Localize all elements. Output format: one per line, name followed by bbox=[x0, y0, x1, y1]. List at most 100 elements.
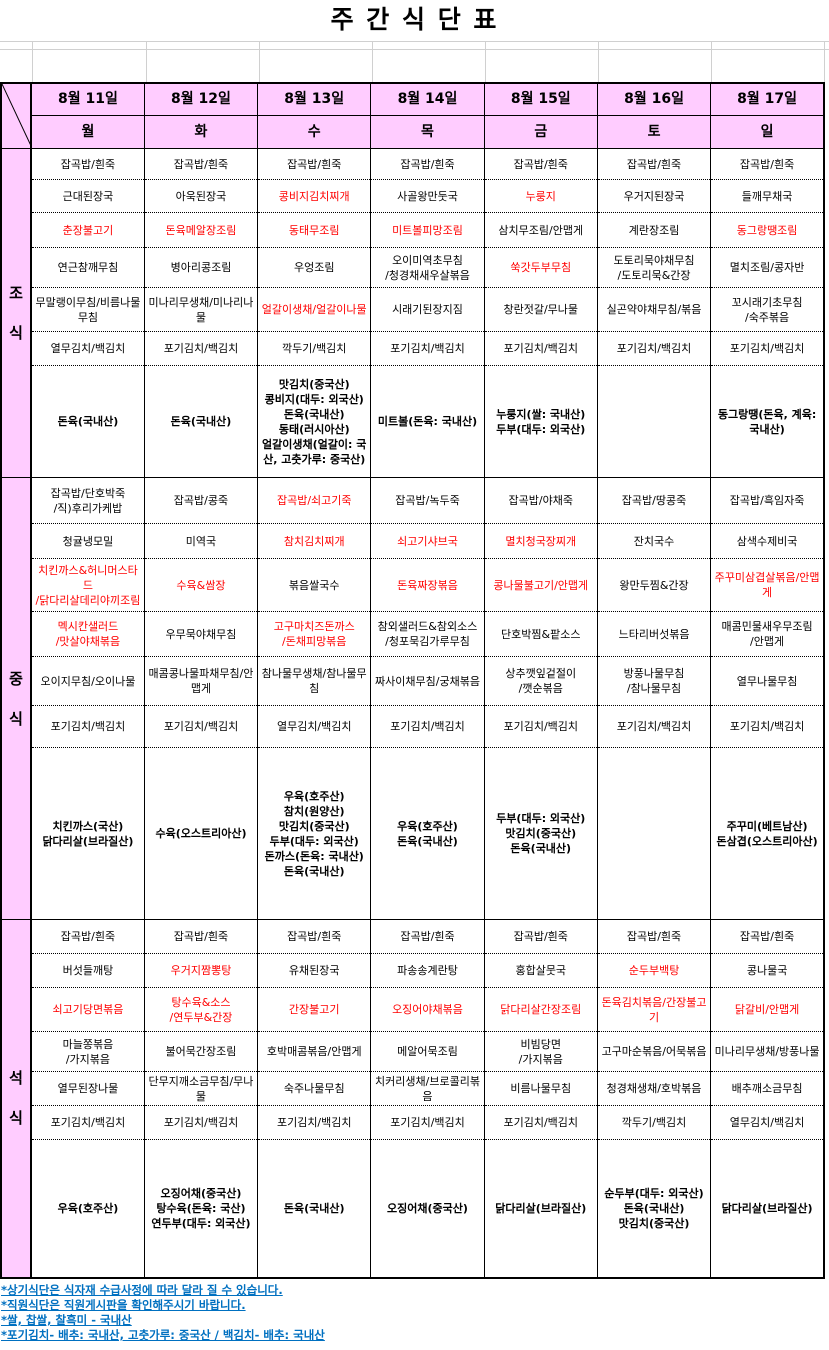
lunch-menu-item: 오이지무침/오이나물 bbox=[30, 656, 145, 706]
breakfast-menu-item: 사골왕만둣국 bbox=[370, 179, 485, 213]
lunch-menu-item: 잡곡밥/야채죽 bbox=[483, 477, 598, 524]
lunch-menu-item: 방풍나물무침 /참나물무침 bbox=[596, 656, 712, 706]
breakfast-menu-item: 멸치조림/콩자반 bbox=[710, 247, 825, 288]
weekday-header: 금 bbox=[483, 115, 598, 149]
dinner-menu-item: 유채된장국 bbox=[257, 953, 372, 988]
breakfast-menu-item: 창란젓갈/무나물 bbox=[483, 287, 598, 332]
dinner-menu-item: 닭다리살간장조림 bbox=[483, 987, 598, 1032]
dinner-menu-item: 잡곡밥/흰죽 bbox=[257, 919, 372, 954]
breakfast-menu-item: 도토리묵야채무침 /도토리묵&간장 bbox=[596, 247, 712, 288]
lunch-menu-item: 참치김치찌개 bbox=[257, 523, 372, 559]
breakfast-menu-item: 쑥갓두부무침 bbox=[483, 247, 598, 288]
lunch-menu-item: 매콤콩나물파채무침/안맵게 bbox=[143, 656, 259, 706]
breakfast-menu-item: 잡곡밥/흰죽 bbox=[143, 148, 259, 180]
lunch-menu-item: 포기김치/백김치 bbox=[710, 705, 825, 748]
dinner-menu-item: 호박매콤볶음/안맵게 bbox=[257, 1031, 372, 1072]
weekday-header: 목 bbox=[370, 115, 485, 149]
lunch-origin-info: 우육(호주산) 돈육(국내산) bbox=[370, 747, 485, 920]
breakfast-menu-item: 얼갈이생채/얼갈이나물 bbox=[257, 287, 372, 332]
breakfast-menu-item: 미나리무생채/미나리나물 bbox=[143, 287, 259, 332]
dinner-menu-item: 포기김치/백김치 bbox=[143, 1105, 259, 1140]
lunch-menu-item: 멕시칸샐러드 /맛살야채볶음 bbox=[30, 611, 145, 657]
breakfast-menu-item: 근대된장국 bbox=[30, 179, 145, 213]
breakfast-menu-item: 잡곡밥/흰죽 bbox=[596, 148, 712, 180]
breakfast-menu-item: 콩비지김치찌개 bbox=[257, 179, 372, 213]
lunch-menu-item: 고구마치즈돈까스 /돈채피망볶음 bbox=[257, 611, 372, 657]
lunch-origin-info bbox=[596, 747, 712, 920]
footnote-line: *포기김치- 배추: 국내산, 고춧가루: 중국산 / 백김치- 배추: 국내산 bbox=[1, 1328, 325, 1342]
weekday-header: 수 bbox=[257, 115, 372, 149]
date-header: 8월 14일 bbox=[370, 82, 485, 117]
dinner-origin-info: 닭다리살(브라질산) bbox=[483, 1139, 598, 1278]
lunch-menu-item: 참나물무생채/참나물무침 bbox=[257, 656, 372, 706]
breakfast-menu-item: 우엉조림 bbox=[257, 247, 372, 288]
lunch-menu-item: 매콤민물새우무조림 /안맵게 bbox=[710, 611, 825, 657]
dinner-origin-info: 닭다리살(브라질산) bbox=[710, 1139, 825, 1278]
lunch-menu-item: 쇠고기샤브국 bbox=[370, 523, 485, 559]
breakfast-menu-item: 깍두기/백김치 bbox=[257, 331, 372, 366]
dinner-menu-item: 포기김치/백김치 bbox=[483, 1105, 598, 1140]
dinner-menu-item: 숙주나물무침 bbox=[257, 1071, 372, 1106]
diagonal-line bbox=[2, 84, 30, 143]
breakfast-menu-item: 춘장불고기 bbox=[30, 212, 145, 248]
lunch-menu-item: 포기김치/백김치 bbox=[143, 705, 259, 748]
lunch-menu-item: 짜사이채무침/궁채볶음 bbox=[370, 656, 485, 706]
dinner-menu-item: 닭갈비/안맵게 bbox=[710, 987, 825, 1032]
footnote-line: *직원식단은 직원게시판을 확인해주시기 바랍니다. bbox=[1, 1298, 246, 1312]
breakfast-menu-item: 우거지된장국 bbox=[596, 179, 712, 213]
lunch-label: 중 식 bbox=[0, 477, 33, 920]
dinner-menu-item: 잡곡밥/흰죽 bbox=[596, 919, 712, 954]
dinner-menu-item: 오징어야채볶음 bbox=[370, 987, 485, 1032]
dinner-menu-item: 홍합살뭇국 bbox=[483, 953, 598, 988]
breakfast-origin-info: 돈육(국내산) bbox=[143, 365, 259, 478]
dinner-menu-item: 탕수육&소스 /연두부&간장 bbox=[143, 987, 259, 1032]
dinner-menu-item: 청경채생채/호박볶음 bbox=[596, 1071, 712, 1106]
weekly-menu-table: 8월 11일 8월 12일 8월 13일 8월 14일 8월 15일 8월 16일 8월 1… bbox=[0, 82, 825, 1279]
dinner-menu-item: 파송송계란탕 bbox=[370, 953, 485, 988]
breakfast-origin-info: 맛김치(중국산) 콩비지(대두: 외국산) 돈육(국내산) 동태(러시아산) 얼… bbox=[257, 365, 372, 478]
dinner-menu-item: 버섯들깨탕 bbox=[30, 953, 145, 988]
corner-diagonal-cell bbox=[0, 82, 33, 149]
lunch-menu-item: 단호박찜&팥소스 bbox=[483, 611, 598, 657]
dinner-menu-item: 잡곡밥/흰죽 bbox=[710, 919, 825, 954]
breakfast-menu-item: 계란장조림 bbox=[596, 212, 712, 248]
lunch-menu-item: 왕만두찜&간장 bbox=[596, 558, 712, 612]
date-header: 8월 11일 bbox=[30, 82, 145, 117]
dinner-origin-info: 오징어채(중국산) 탕수육(돈육: 국산) 연두부(대두: 외국산) bbox=[143, 1139, 259, 1278]
breakfast-menu-item: 오이미역초무침 /청경채새우살볶음 bbox=[370, 247, 485, 288]
dinner-menu-item: 포기김치/백김치 bbox=[257, 1105, 372, 1140]
dinner-menu-item: 고구마순볶음/어묵볶음 bbox=[596, 1031, 712, 1072]
lunch-menu-item: 잡곡밥/흑임자죽 bbox=[710, 477, 825, 524]
lunch-origin-info: 수육(오스트리아산) bbox=[143, 747, 259, 920]
dinner-menu-item: 비름나물무침 bbox=[483, 1071, 598, 1106]
lunch-menu-item: 포기김치/백김치 bbox=[596, 705, 712, 748]
breakfast-menu-item: 무말랭이무침/비름나물무침 bbox=[30, 287, 145, 332]
date-header: 8월 16일 bbox=[596, 82, 712, 117]
breakfast-menu-item: 누룽지 bbox=[483, 179, 598, 213]
lunch-menu-item: 열무김치/백김치 bbox=[257, 705, 372, 748]
breakfast-menu-item: 포기김치/백김치 bbox=[483, 331, 598, 366]
lunch-menu-item: 우무묵야채무침 bbox=[143, 611, 259, 657]
lunch-menu-item: 삼색수제비국 bbox=[710, 523, 825, 559]
dinner-menu-item: 단무지깨소금무침/무나물 bbox=[143, 1071, 259, 1106]
dinner-menu-item: 비빔당면 /가지볶음 bbox=[483, 1031, 598, 1072]
dinner-menu-item: 배추깨소금무침 bbox=[710, 1071, 825, 1106]
page-title: 주 간 식 단 표 bbox=[330, 5, 499, 34]
breakfast-menu-item: 병아리콩조림 bbox=[143, 247, 259, 288]
dinner-menu-item: 순두부백탕 bbox=[596, 953, 712, 988]
breakfast-menu-item: 미트볼피망조림 bbox=[370, 212, 485, 248]
weekday-header: 월 bbox=[30, 115, 145, 149]
breakfast-menu-item: 꼬시래기초무침 /숙주볶음 bbox=[710, 287, 825, 332]
dinner-menu-item: 간장불고기 bbox=[257, 987, 372, 1032]
breakfast-origin-info bbox=[596, 365, 712, 478]
breakfast-menu-item: 포기김치/백김치 bbox=[143, 331, 259, 366]
breakfast-menu-item: 열무김치/백김치 bbox=[30, 331, 145, 366]
breakfast-menu-item: 잡곡밥/흰죽 bbox=[483, 148, 598, 180]
dinner-menu-item: 쇠고기당면볶음 bbox=[30, 987, 145, 1032]
breakfast-menu-item: 돈육메알장조림 bbox=[143, 212, 259, 248]
dinner-menu-item: 포기김치/백김치 bbox=[30, 1105, 145, 1140]
weekday-header: 화 bbox=[143, 115, 259, 149]
lunch-origin-info: 주꾸미(베트남산) 돈삼겹(오스트리아산) bbox=[710, 747, 825, 920]
dinner-menu-item: 치커리생채/브로콜리볶음 bbox=[370, 1071, 485, 1106]
breakfast-menu-item: 잡곡밥/흰죽 bbox=[710, 148, 825, 180]
